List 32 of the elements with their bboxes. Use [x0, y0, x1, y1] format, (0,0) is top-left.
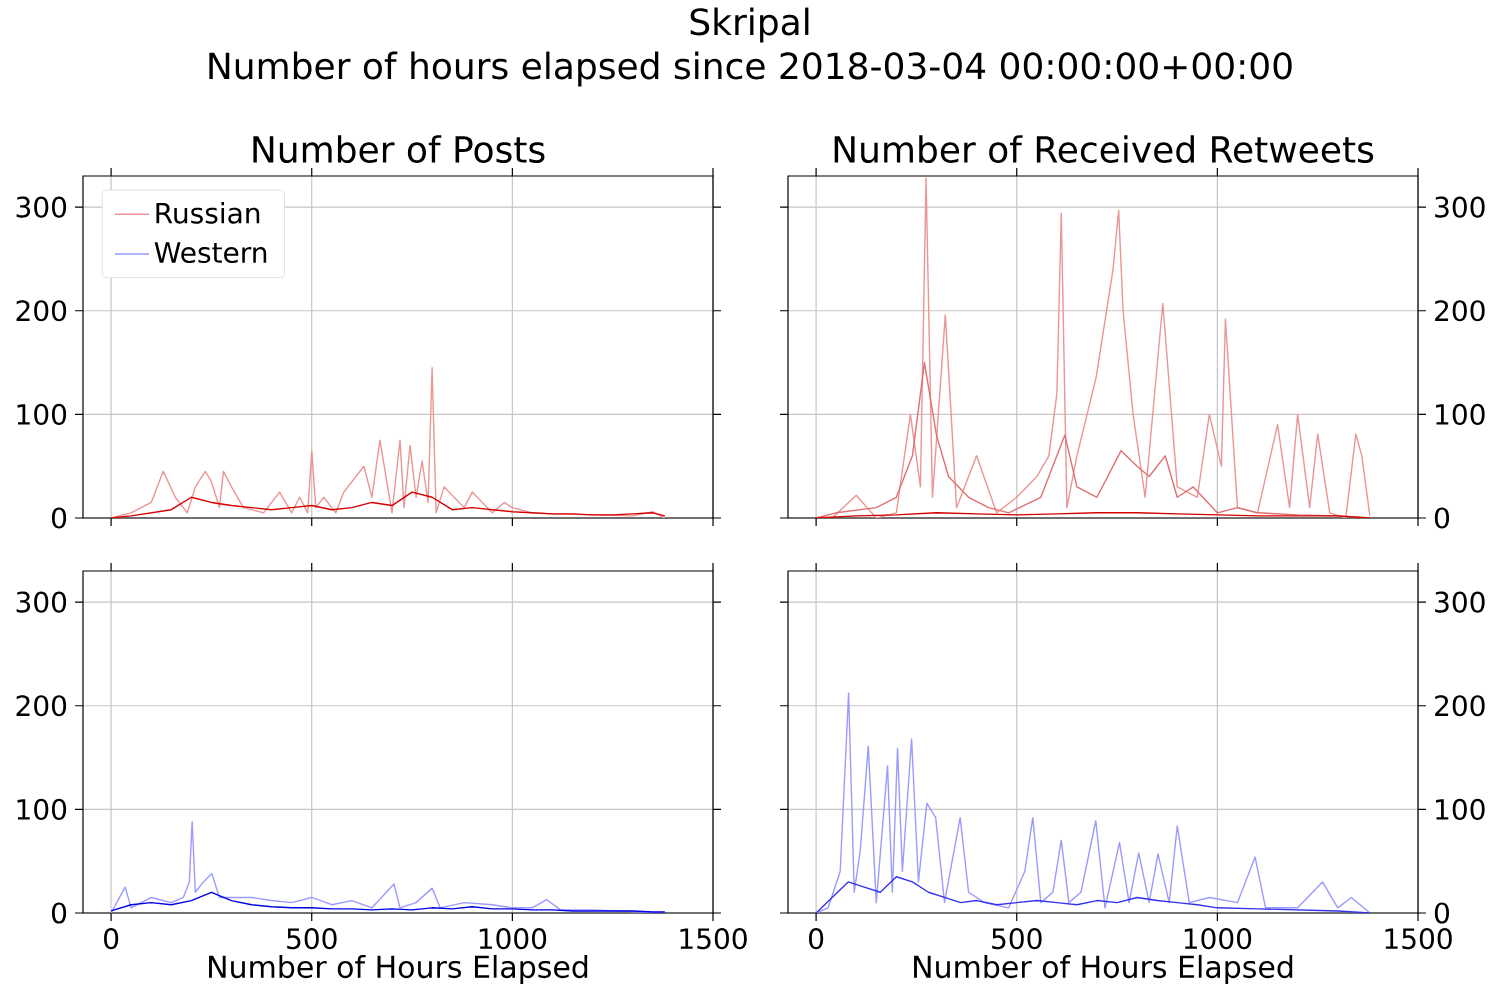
text: Skripal	[690, 7, 809, 43]
y-tick-label: 0	[1434, 902, 1450, 924]
text: Western	[154, 242, 267, 264]
y-tick-label: 200	[16, 300, 67, 322]
x-tick-label: 1500	[680, 928, 747, 950]
x-tick-label: 500	[287, 928, 337, 950]
x-axis-title: Number of Hours Elapsed	[209, 954, 588, 984]
y-tick-label: 0	[51, 507, 67, 529]
x-tick-label: 1000	[479, 928, 547, 950]
y-tick-label: 100	[17, 798, 67, 820]
y-tick-label: 300	[1435, 591, 1485, 613]
y-tick-label: 100	[17, 403, 67, 425]
y-tick-label: 200	[1435, 695, 1485, 717]
text: Number of hours elapsed since 2018-03-04 00:00:00+00:00	[209, 51, 1292, 87]
x-tick-label: 1500	[1385, 928, 1452, 950]
legend-label: Russian	[156, 202, 260, 224]
y-tick-label: 200	[16, 695, 67, 717]
y-tick-label: 300	[1435, 196, 1485, 218]
chart-title: Number of Received Retweets	[834, 135, 1374, 163]
y-tick-label: 300	[16, 591, 67, 613]
x-tick-label: 0	[104, 928, 119, 950]
y-tick-label: 100	[1436, 798, 1485, 820]
chart-title: Number of Posts	[253, 135, 545, 163]
x-tick-label: 0	[809, 928, 824, 950]
y-tick-label: 200	[1435, 300, 1485, 322]
x-tick-label: 1000	[1184, 928, 1252, 950]
y-tick-label: 0	[1434, 507, 1450, 529]
y-tick-label: 0	[51, 902, 67, 924]
x-tick-label: 500	[992, 928, 1042, 950]
x-axis-title: Number of Hours Elapsed	[914, 954, 1293, 984]
y-tick-label: 300	[16, 196, 67, 218]
y-tick-label: 100	[1436, 403, 1485, 425]
